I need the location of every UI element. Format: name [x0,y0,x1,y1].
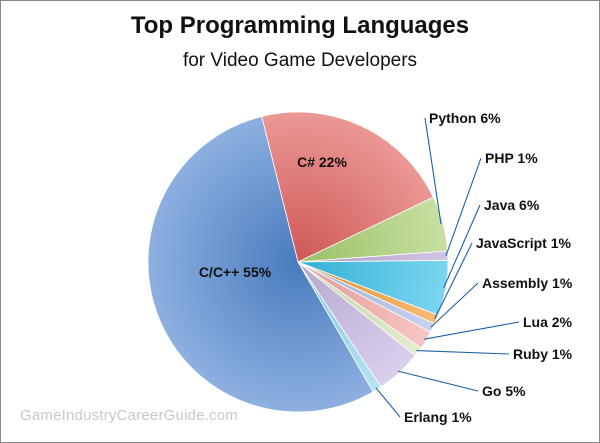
leader-line-lua [424,321,520,340]
slice-label-ruby: Ruby 1% [513,346,573,362]
leader-line-php [445,157,482,256]
slice-label-php: PHP 1% [485,150,538,166]
leader-line-assembly [430,282,479,328]
slice-label-erlang: Erlang 1% [404,409,472,425]
slice-label-python: Python 6% [429,110,501,126]
slice-label-javascript: JavaScript 1% [476,235,571,251]
chart-title: Top Programming Languages [130,12,470,39]
slice-label-c: C# 22% [297,154,347,170]
pie-slice-c [261,111,434,263]
source-watermark: GameIndustryCareerGuide.com [20,407,238,424]
slice-label-c-c: C/C++ 55% [199,264,272,280]
slice-label-assembly: Assembly 1% [482,275,573,291]
leader-line-javascript [434,242,473,319]
leader-line-java [443,204,481,289]
leader-line-erlang [375,387,401,418]
slice-label-lua: Lua 2% [523,314,573,330]
pie-slice-c-c [147,115,374,413]
chart-subtitle: for Video Game Developers [182,50,418,71]
slice-label-java: Java 6% [484,197,540,213]
leader-line-ruby [416,350,510,355]
slice-label-go: Go 5% [482,383,526,399]
leader-line-go [397,370,479,392]
leader-line-python [424,117,442,225]
